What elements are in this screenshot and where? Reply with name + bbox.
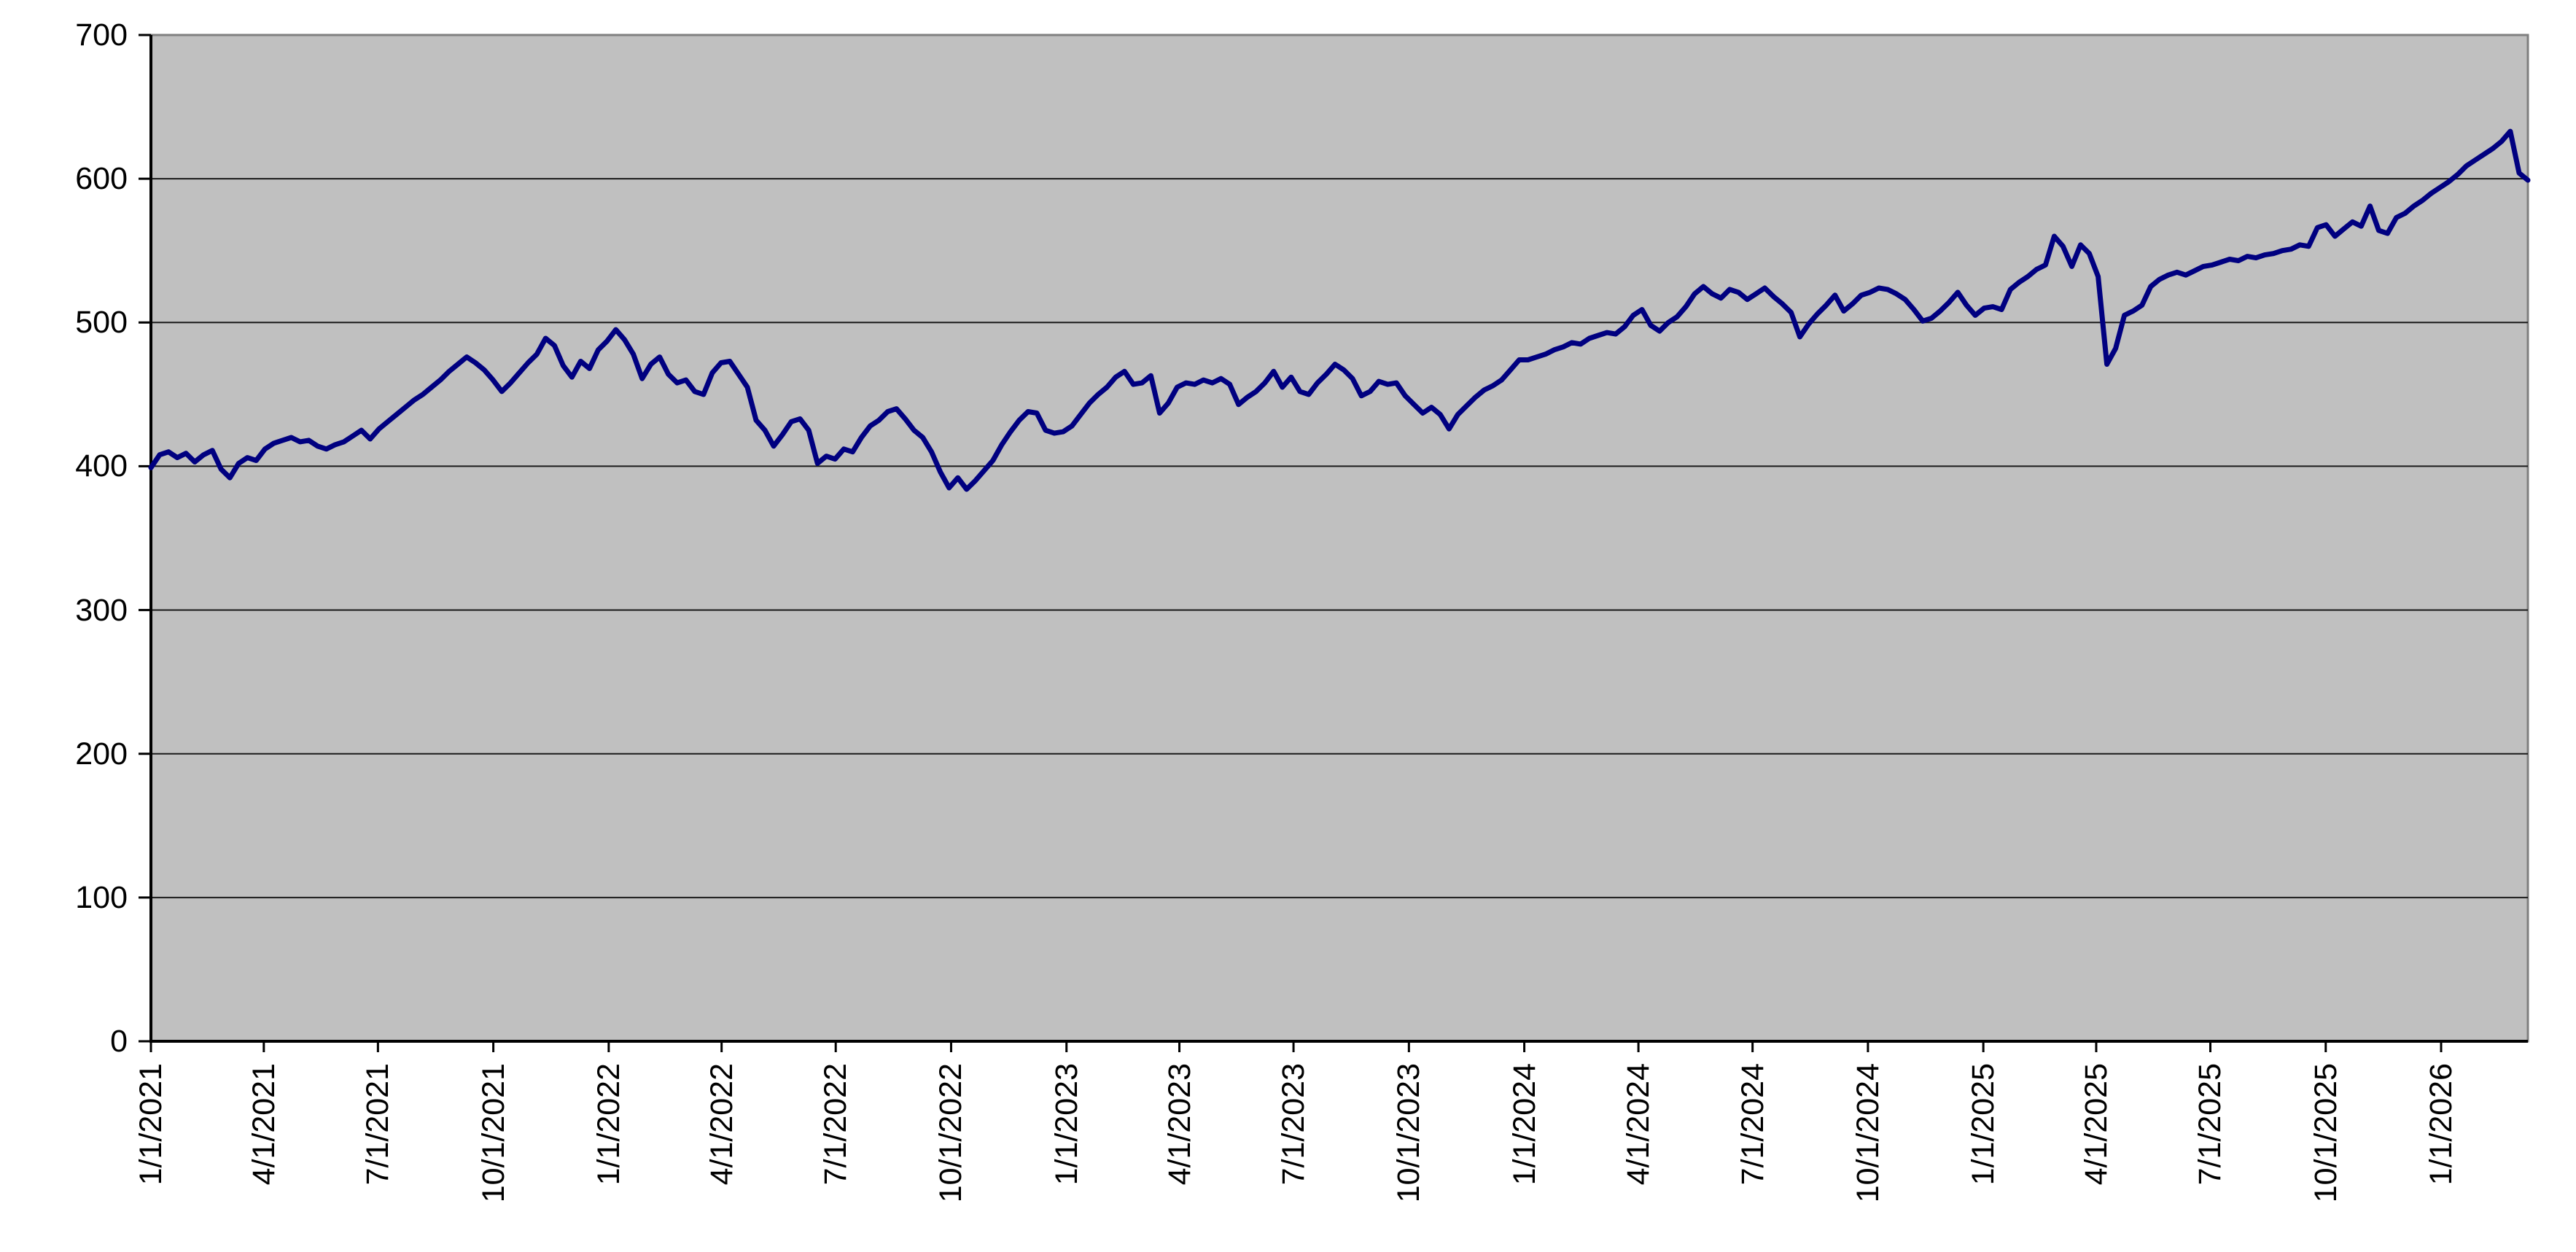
x-axis-tick-label: 7/1/2023 [1276,1063,1312,1186]
x-axis-tick-label: 1/1/2026 [2424,1063,2459,1186]
x-axis-tick-label: 10/1/2024 [1850,1063,1886,1203]
x-axis-tick-label: 1/1/2025 [1966,1063,2001,1186]
y-axis-tick-label: 0 [110,1024,128,1059]
y-axis-tick-label: 400 [75,448,128,484]
x-axis-tick-label: 4/1/2021 [246,1063,281,1186]
x-axis-tick-label: 10/1/2021 [475,1063,511,1203]
y-axis-tick-label: 200 [75,736,128,771]
y-axis-tick-label: 100 [75,879,128,915]
x-axis-tick-label: 7/1/2025 [2192,1063,2228,1186]
x-axis-tick-label: 1/1/2021 [133,1063,168,1186]
x-axis-tick-label: 4/1/2024 [1621,1063,1657,1186]
x-axis-tick-label: 7/1/2024 [1735,1063,1770,1186]
x-axis-tick-label: 7/1/2021 [360,1063,396,1186]
x-axis-tick-label: 10/1/2025 [2308,1063,2343,1203]
plot-area [149,34,2529,1043]
price-line [148,128,2531,492]
y-axis-tick-label: 600 [75,161,128,197]
x-axis-tick-label: 4/1/2022 [704,1063,739,1186]
y-axis-tick-label: 300 [75,592,128,628]
x-axis-tick-label: 10/1/2022 [933,1063,969,1203]
x-axis-tick-label: 1/1/2024 [1506,1063,1542,1186]
x-axis-tick-label: 4/1/2025 [2078,1063,2114,1186]
y-axis-tick-label: 700 [75,18,128,53]
x-axis-tick-label: 1/1/2023 [1048,1063,1084,1186]
x-axis-tick-label: 10/1/2023 [1391,1063,1427,1203]
x-axis-tick-label: 4/1/2023 [1161,1063,1197,1186]
x-axis-tick-label: 7/1/2022 [818,1063,854,1186]
y-axis-tick-label: 500 [75,305,128,341]
x-axis-tick-label: 1/1/2022 [591,1063,626,1186]
